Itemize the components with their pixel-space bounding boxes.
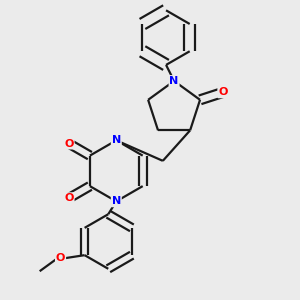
Text: O: O — [64, 139, 74, 148]
Text: N: N — [112, 135, 121, 146]
Text: N: N — [112, 196, 121, 206]
Text: O: O — [218, 87, 228, 98]
Text: N: N — [169, 76, 179, 86]
Text: O: O — [64, 193, 74, 203]
Text: O: O — [56, 254, 65, 263]
